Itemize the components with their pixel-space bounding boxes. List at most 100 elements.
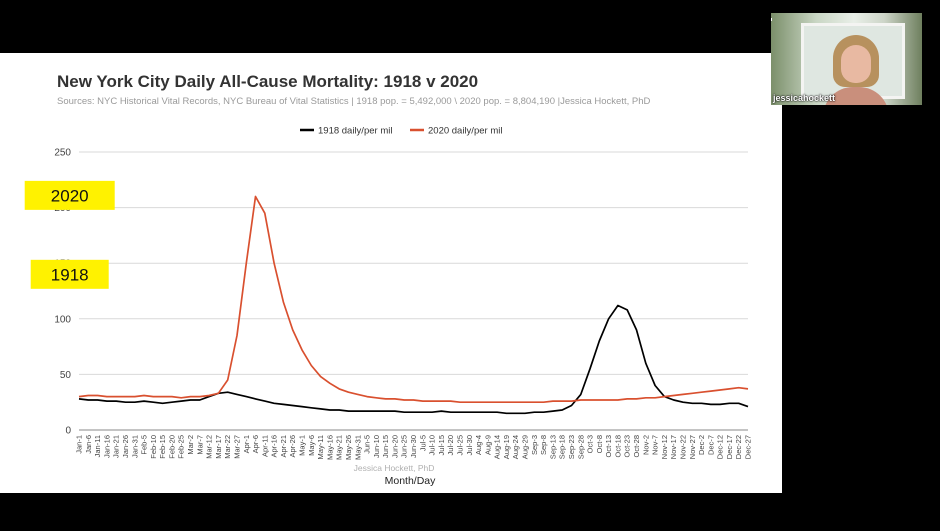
annotation-label: 2020 bbox=[51, 186, 89, 205]
x-tick-label: Sep-3 bbox=[530, 435, 539, 455]
x-tick-label: Feb-25 bbox=[177, 435, 186, 459]
annotation-box bbox=[30, 259, 109, 289]
x-tick-label: Jul-5 bbox=[418, 435, 427, 451]
legend-label: 1918 daily/per mil bbox=[318, 126, 392, 137]
x-tick-label: Jun-5 bbox=[363, 435, 372, 454]
x-tick-label: Nov-7 bbox=[651, 435, 660, 455]
x-tick-label: Jan-1 bbox=[75, 435, 84, 454]
x-tick-label: Jun-10 bbox=[372, 435, 381, 458]
x-tick-label: Dec-22 bbox=[734, 435, 743, 459]
y-tick-label: 50 bbox=[60, 370, 72, 381]
y-tick-label: 250 bbox=[54, 148, 71, 159]
x-tick-label: Oct-8 bbox=[595, 435, 604, 453]
x-tick-label: Nov-22 bbox=[678, 435, 687, 459]
x-tick-label: Feb-5 bbox=[140, 435, 149, 455]
presentation-slide: New York City Daily All-Cause Mortality:… bbox=[0, 53, 782, 493]
chart-subtitle: Sources: NYC Historical Vital Records, N… bbox=[57, 96, 651, 107]
participant-video-tile[interactable]: jessicahockett bbox=[771, 13, 922, 105]
y-tick-label: 0 bbox=[65, 426, 71, 437]
author-watermark: Jessica Hockett, PhD bbox=[354, 463, 435, 473]
x-tick-label: Jun-25 bbox=[400, 435, 409, 458]
x-tick-label: Apr-16 bbox=[270, 435, 279, 458]
chart-title: New York City Daily All-Cause Mortality:… bbox=[57, 72, 479, 91]
x-tick-label: Apr-1 bbox=[242, 435, 251, 453]
series-line-2020 bbox=[78, 195, 749, 404]
x-tick-label: May-6 bbox=[307, 435, 316, 456]
x-tick-label: Nov-27 bbox=[688, 435, 697, 459]
x-tick-label: Dec-2 bbox=[697, 435, 706, 455]
x-tick-label: Apr-26 bbox=[288, 435, 297, 458]
x-tick-label: Aug-29 bbox=[521, 435, 530, 459]
x-tick-label: Mar-2 bbox=[186, 435, 195, 455]
x-tick-label: May-21 bbox=[335, 435, 344, 460]
x-tick-label: Jul-15 bbox=[437, 435, 446, 455]
x-tick-label: Nov-2 bbox=[641, 435, 650, 455]
x-tick-label: Feb-20 bbox=[167, 435, 176, 459]
x-tick-label: Aug-24 bbox=[511, 435, 520, 459]
x-tick-label: Dec-7 bbox=[706, 435, 715, 455]
x-tick-label: Feb-10 bbox=[149, 435, 158, 459]
x-tick-label: Mar-7 bbox=[195, 435, 204, 455]
x-tick-label: Dec-17 bbox=[725, 435, 734, 459]
participant-name: jessicahockett bbox=[773, 93, 836, 103]
x-tick-label: Apr-11 bbox=[260, 435, 269, 457]
x-tick-label: Jul-30 bbox=[465, 435, 474, 455]
x-tick-label: Jan-11 bbox=[93, 435, 102, 457]
x-tick-label: Feb-15 bbox=[158, 435, 167, 459]
x-tick-label: Sep-8 bbox=[539, 435, 548, 455]
x-tick-label: Jan-16 bbox=[102, 435, 111, 458]
x-tick-label: Nov-12 bbox=[660, 435, 669, 459]
x-tick-label: Jan-26 bbox=[121, 435, 130, 458]
x-tick-label: Mar-22 bbox=[223, 435, 232, 459]
x-tick-label: Oct-23 bbox=[623, 435, 632, 458]
status-dot bbox=[771, 18, 772, 21]
x-tick-label: Jun-20 bbox=[390, 435, 399, 458]
chart-annotations: 2020 1918 bbox=[24, 180, 115, 289]
x-tick-label: Dec-12 bbox=[716, 435, 725, 459]
x-tick-label: Apr-21 bbox=[279, 435, 288, 458]
x-tick-label: Sep-28 bbox=[576, 435, 585, 459]
x-tick-label: Sep-23 bbox=[567, 435, 576, 459]
chart-gridlines bbox=[79, 151, 748, 431]
x-tick-label: Apr-6 bbox=[251, 435, 260, 453]
x-tick-label: Mar-17 bbox=[214, 435, 223, 459]
chart-legend: 1918 daily/per mil 2020 daily/per mil bbox=[300, 126, 502, 137]
x-tick-label: Oct-18 bbox=[613, 435, 622, 458]
x-tick-label: May-1 bbox=[298, 435, 307, 456]
x-tick-label: Aug-14 bbox=[493, 435, 502, 459]
x-tick-label: Aug-9 bbox=[483, 435, 492, 455]
x-tick-label: Oct-13 bbox=[604, 435, 613, 458]
x-tick-label: Jul-25 bbox=[455, 435, 464, 455]
x-tick-label: Mar-27 bbox=[232, 435, 241, 459]
x-tick-label: Mar-12 bbox=[205, 435, 214, 459]
participant-avatar bbox=[823, 35, 889, 105]
x-tick-label: Sep-18 bbox=[558, 435, 567, 459]
x-tick-label: May-26 bbox=[344, 435, 353, 460]
mortality-line-chart: 050100150200250 Jan-1Jan-6Jan-11Jan-16Ja… bbox=[24, 126, 753, 487]
x-axis-label: Month/Day bbox=[385, 475, 437, 487]
x-tick-label: Dec-27 bbox=[744, 435, 753, 459]
x-tick-label: Jul-10 bbox=[428, 435, 437, 455]
x-tick-label: Jan-31 bbox=[130, 435, 139, 458]
x-tick-label: Nov-17 bbox=[669, 435, 678, 459]
x-tick-label: Jan-21 bbox=[112, 435, 121, 458]
x-tick-label: Jun-15 bbox=[381, 435, 390, 458]
chart-series-lines bbox=[78, 195, 749, 415]
x-axis-ticks: Jan-1 Jan-6 Jan-11 Jan-16 Jan-21 Jan-26 Jan-31… bbox=[75, 435, 753, 460]
x-tick-label: Oct-3 bbox=[586, 435, 595, 453]
x-tick-label: May-16 bbox=[325, 435, 334, 460]
annotation-label: 1918 bbox=[51, 265, 89, 284]
y-tick-label: 100 bbox=[54, 314, 71, 325]
x-tick-label: Aug-19 bbox=[502, 435, 511, 459]
x-tick-label: Jan-6 bbox=[84, 435, 93, 454]
legend-label: 2020 daily/per mil bbox=[428, 126, 502, 137]
x-tick-label: Jun-30 bbox=[409, 435, 418, 458]
x-tick-label: Jul-20 bbox=[446, 435, 455, 455]
x-tick-label: Aug-4 bbox=[474, 435, 483, 455]
annotation-box bbox=[24, 180, 115, 210]
series-line-1918 bbox=[78, 304, 749, 415]
x-tick-label: May-11 bbox=[316, 435, 325, 459]
x-tick-label: Sep-13 bbox=[548, 435, 557, 459]
x-tick-label: Oct-28 bbox=[632, 435, 641, 458]
x-tick-label: May-31 bbox=[353, 435, 362, 460]
